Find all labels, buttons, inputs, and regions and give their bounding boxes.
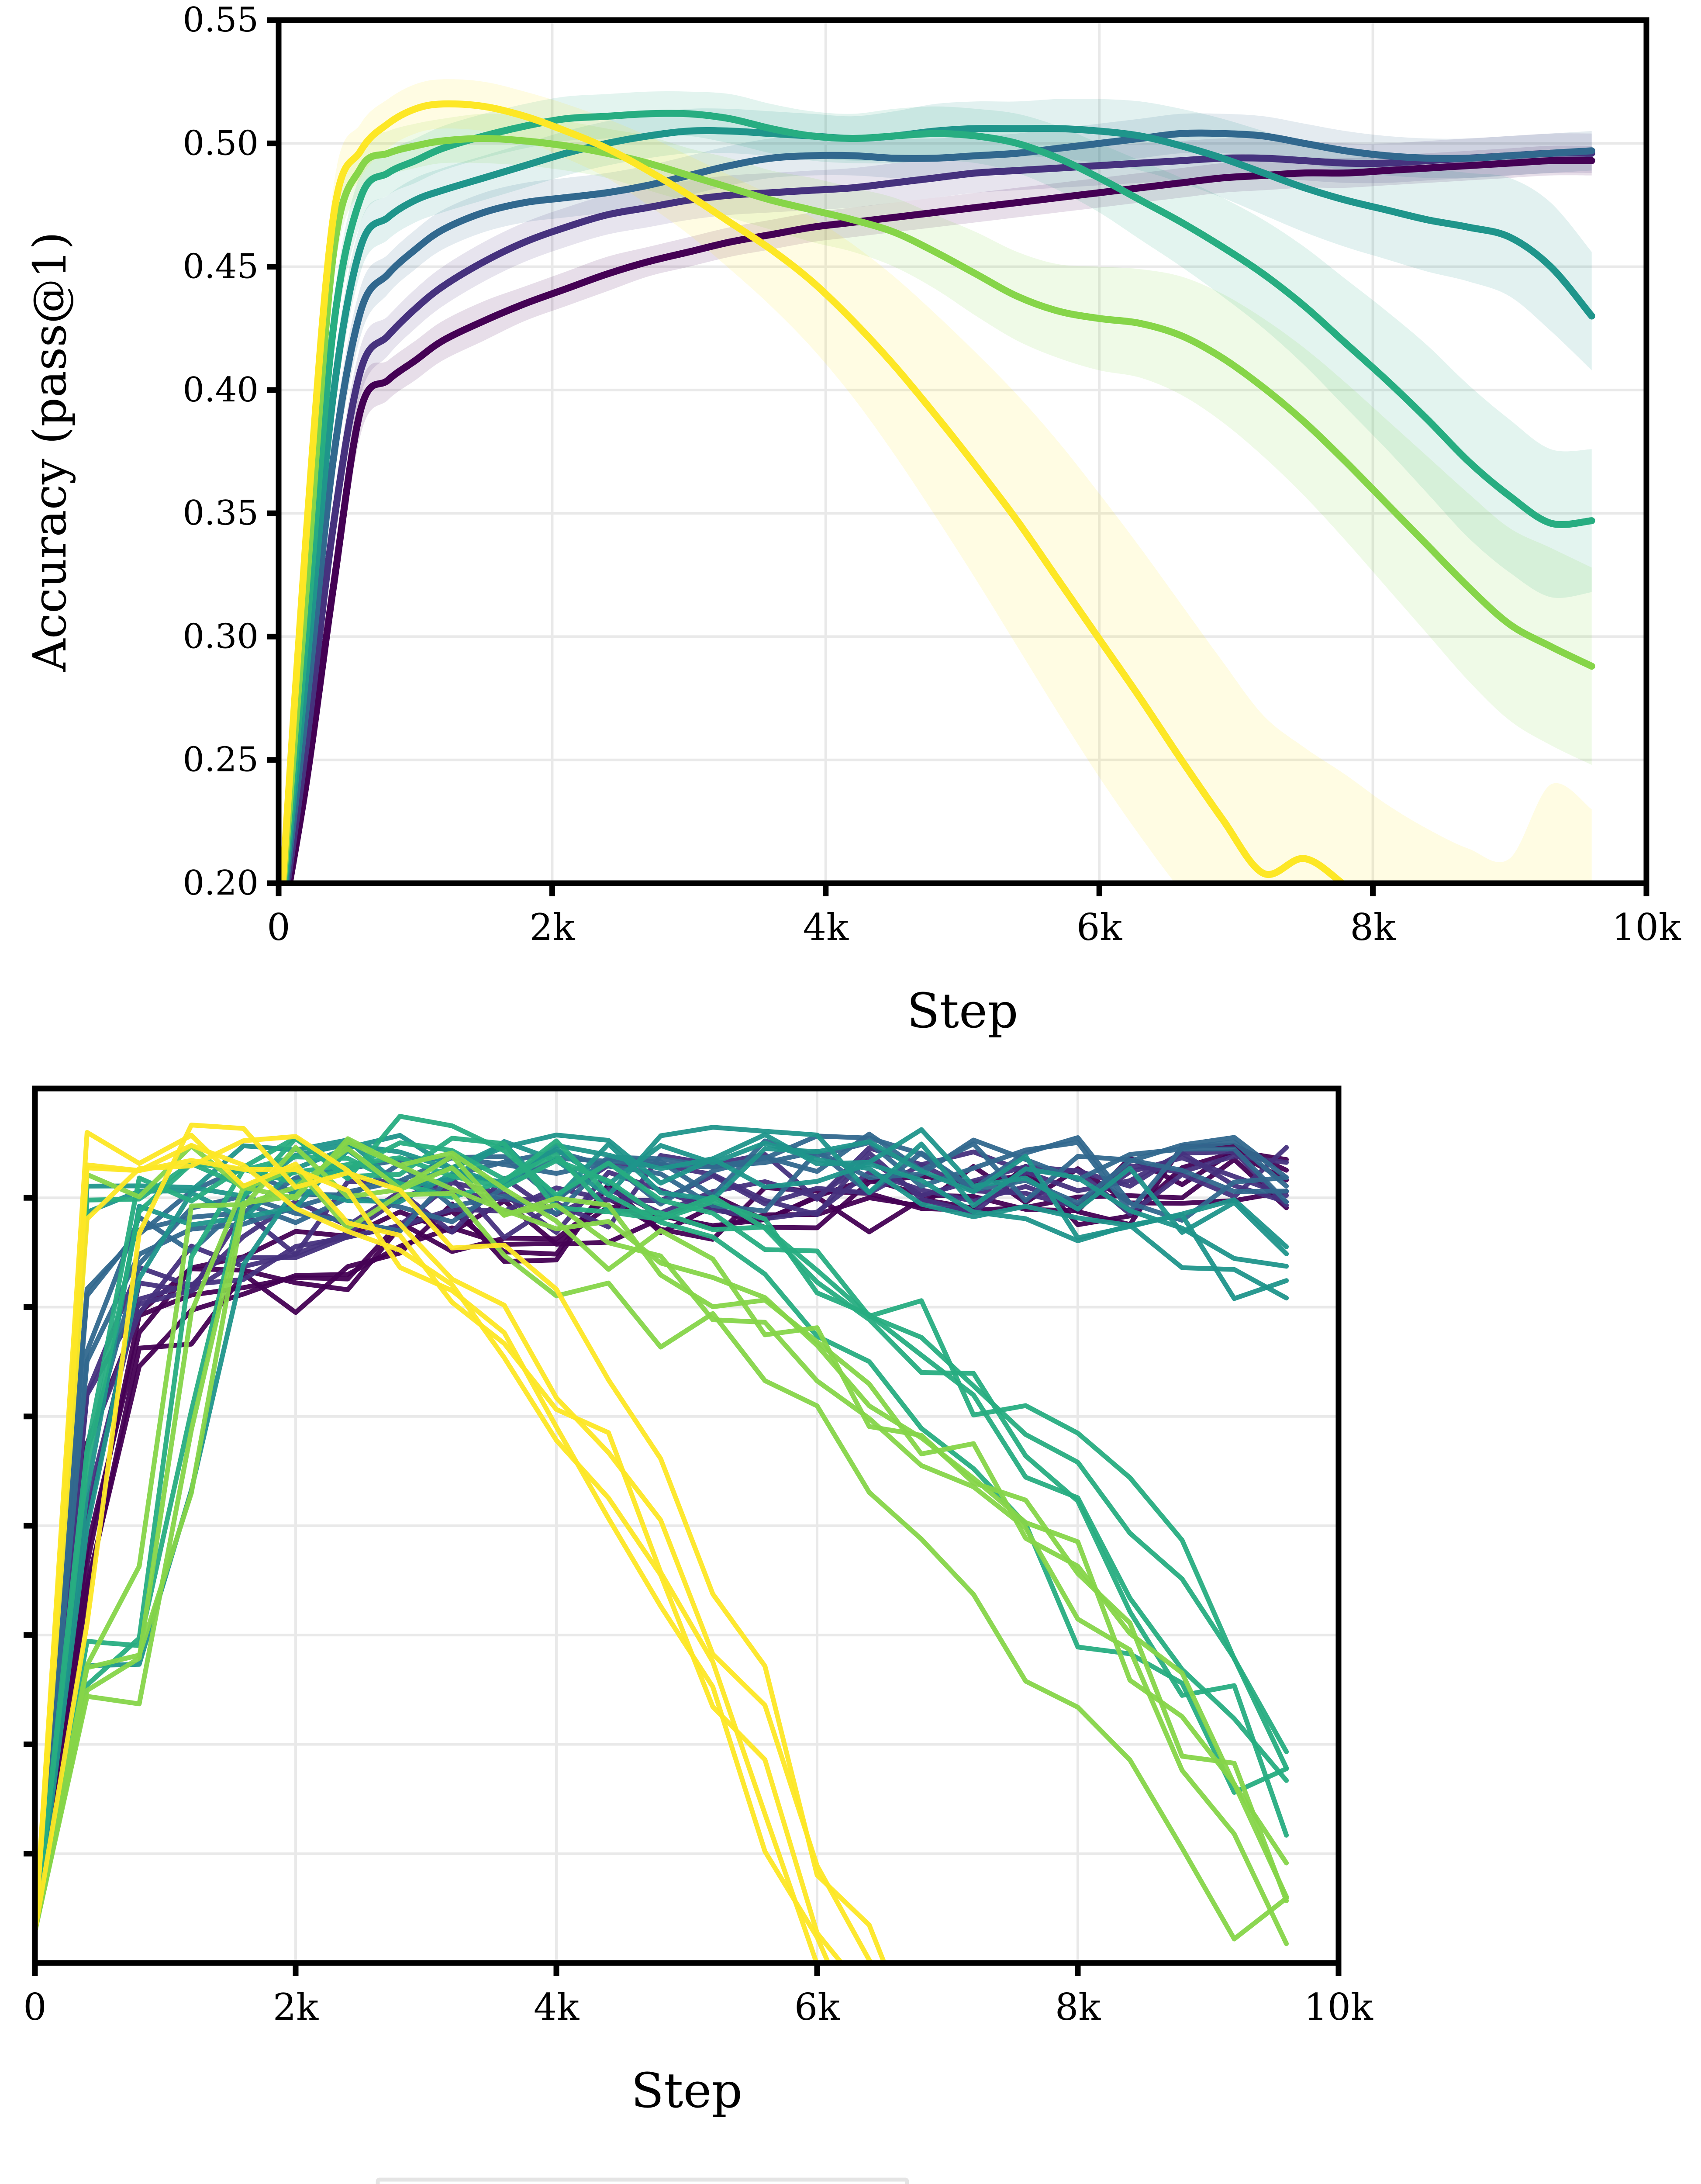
top-xtick-label: 2k <box>529 906 575 949</box>
bottom-run-line <box>35 1158 831 1963</box>
bottom-ticks: 0 2k 4k 6k 8k 10k <box>23 1195 1373 2028</box>
bottom-xtick-label: 6k <box>794 1986 840 2028</box>
bottom-xtick-label: 0 <box>23 1986 46 2028</box>
bottom-run-line <box>35 1114 1289 1934</box>
top-line-2 <box>282 129 1595 883</box>
top-xtick-label: 0 <box>267 906 290 949</box>
top-band-4 <box>283 91 1592 883</box>
bottom-run-line <box>35 1132 1289 1934</box>
top-ylabel: Accuracy (pass@1) <box>23 232 76 672</box>
top-series-lines <box>279 100 1595 883</box>
top-line-0 <box>286 157 1595 883</box>
top-ytick-label: 0.50 <box>183 124 259 163</box>
top-ticks: 0.20 0.25 0.30 0.35 0.40 0.45 0.50 0.55 0 2k 4k 6k 8… <box>183 0 1681 949</box>
bottom-xtick-label: 8k <box>1055 1986 1101 2028</box>
top-ytick-label: 0.40 <box>183 370 259 410</box>
top-ytick-label: 0.25 <box>183 740 259 780</box>
top-line-4 <box>280 110 1595 883</box>
top-ytick-label: 0.20 <box>183 864 259 903</box>
top-line-6 <box>279 100 1348 883</box>
bottom-run-line <box>35 1143 845 1963</box>
bottom-xtick-label: 10k <box>1304 1986 1373 2028</box>
top-line-5 <box>279 135 1595 883</box>
legend: LR=6.67e-08LR=1e-07LR=1.5e-07LR=2.25e-07… <box>376 2177 909 2184</box>
top-ytick-label: 0.55 <box>183 0 259 40</box>
top-xtick-label: 8k <box>1350 906 1396 949</box>
bottom-xtick-label: 4k <box>534 1986 580 2028</box>
top-ytick-label: 0.35 <box>183 494 259 533</box>
top-ytick-label: 0.45 <box>183 247 259 287</box>
bottom-xlabel: Step <box>631 2063 742 2118</box>
top-band-6 <box>282 79 1592 883</box>
bottom-xtick-label: 2k <box>273 1986 319 2028</box>
top-xtick-label: 4k <box>803 906 849 949</box>
bottom-series-lines <box>35 1114 1289 1963</box>
top-axes-frame <box>276 17 1649 886</box>
legend-box <box>376 2177 909 2184</box>
bottom-run-line <box>35 1127 1289 1934</box>
top-xlabel: Step <box>907 983 1018 1039</box>
bottom-panel: 0 2k 4k 6k 8k 10k Step <box>23 1085 1373 2118</box>
top-ytick-label: 0.30 <box>183 617 259 656</box>
bottom-run-line <box>35 1123 887 1963</box>
top-panel: 0.20 0.25 0.30 0.35 0.40 0.45 0.50 0.55 0 2k 4k 6k 8… <box>23 0 1681 1039</box>
top-confidence-bands <box>282 79 1592 883</box>
top-band-3 <box>284 98 1592 883</box>
top-band-5 <box>283 114 1592 883</box>
bottom-run-line <box>35 1146 1289 1946</box>
top-xtick-label: 6k <box>1076 906 1122 949</box>
bottom-run-line <box>35 1134 874 1963</box>
top-line-1 <box>283 149 1595 883</box>
bottom-run-line <box>35 1144 1289 1942</box>
top-xtick-label: 10k <box>1612 906 1681 949</box>
